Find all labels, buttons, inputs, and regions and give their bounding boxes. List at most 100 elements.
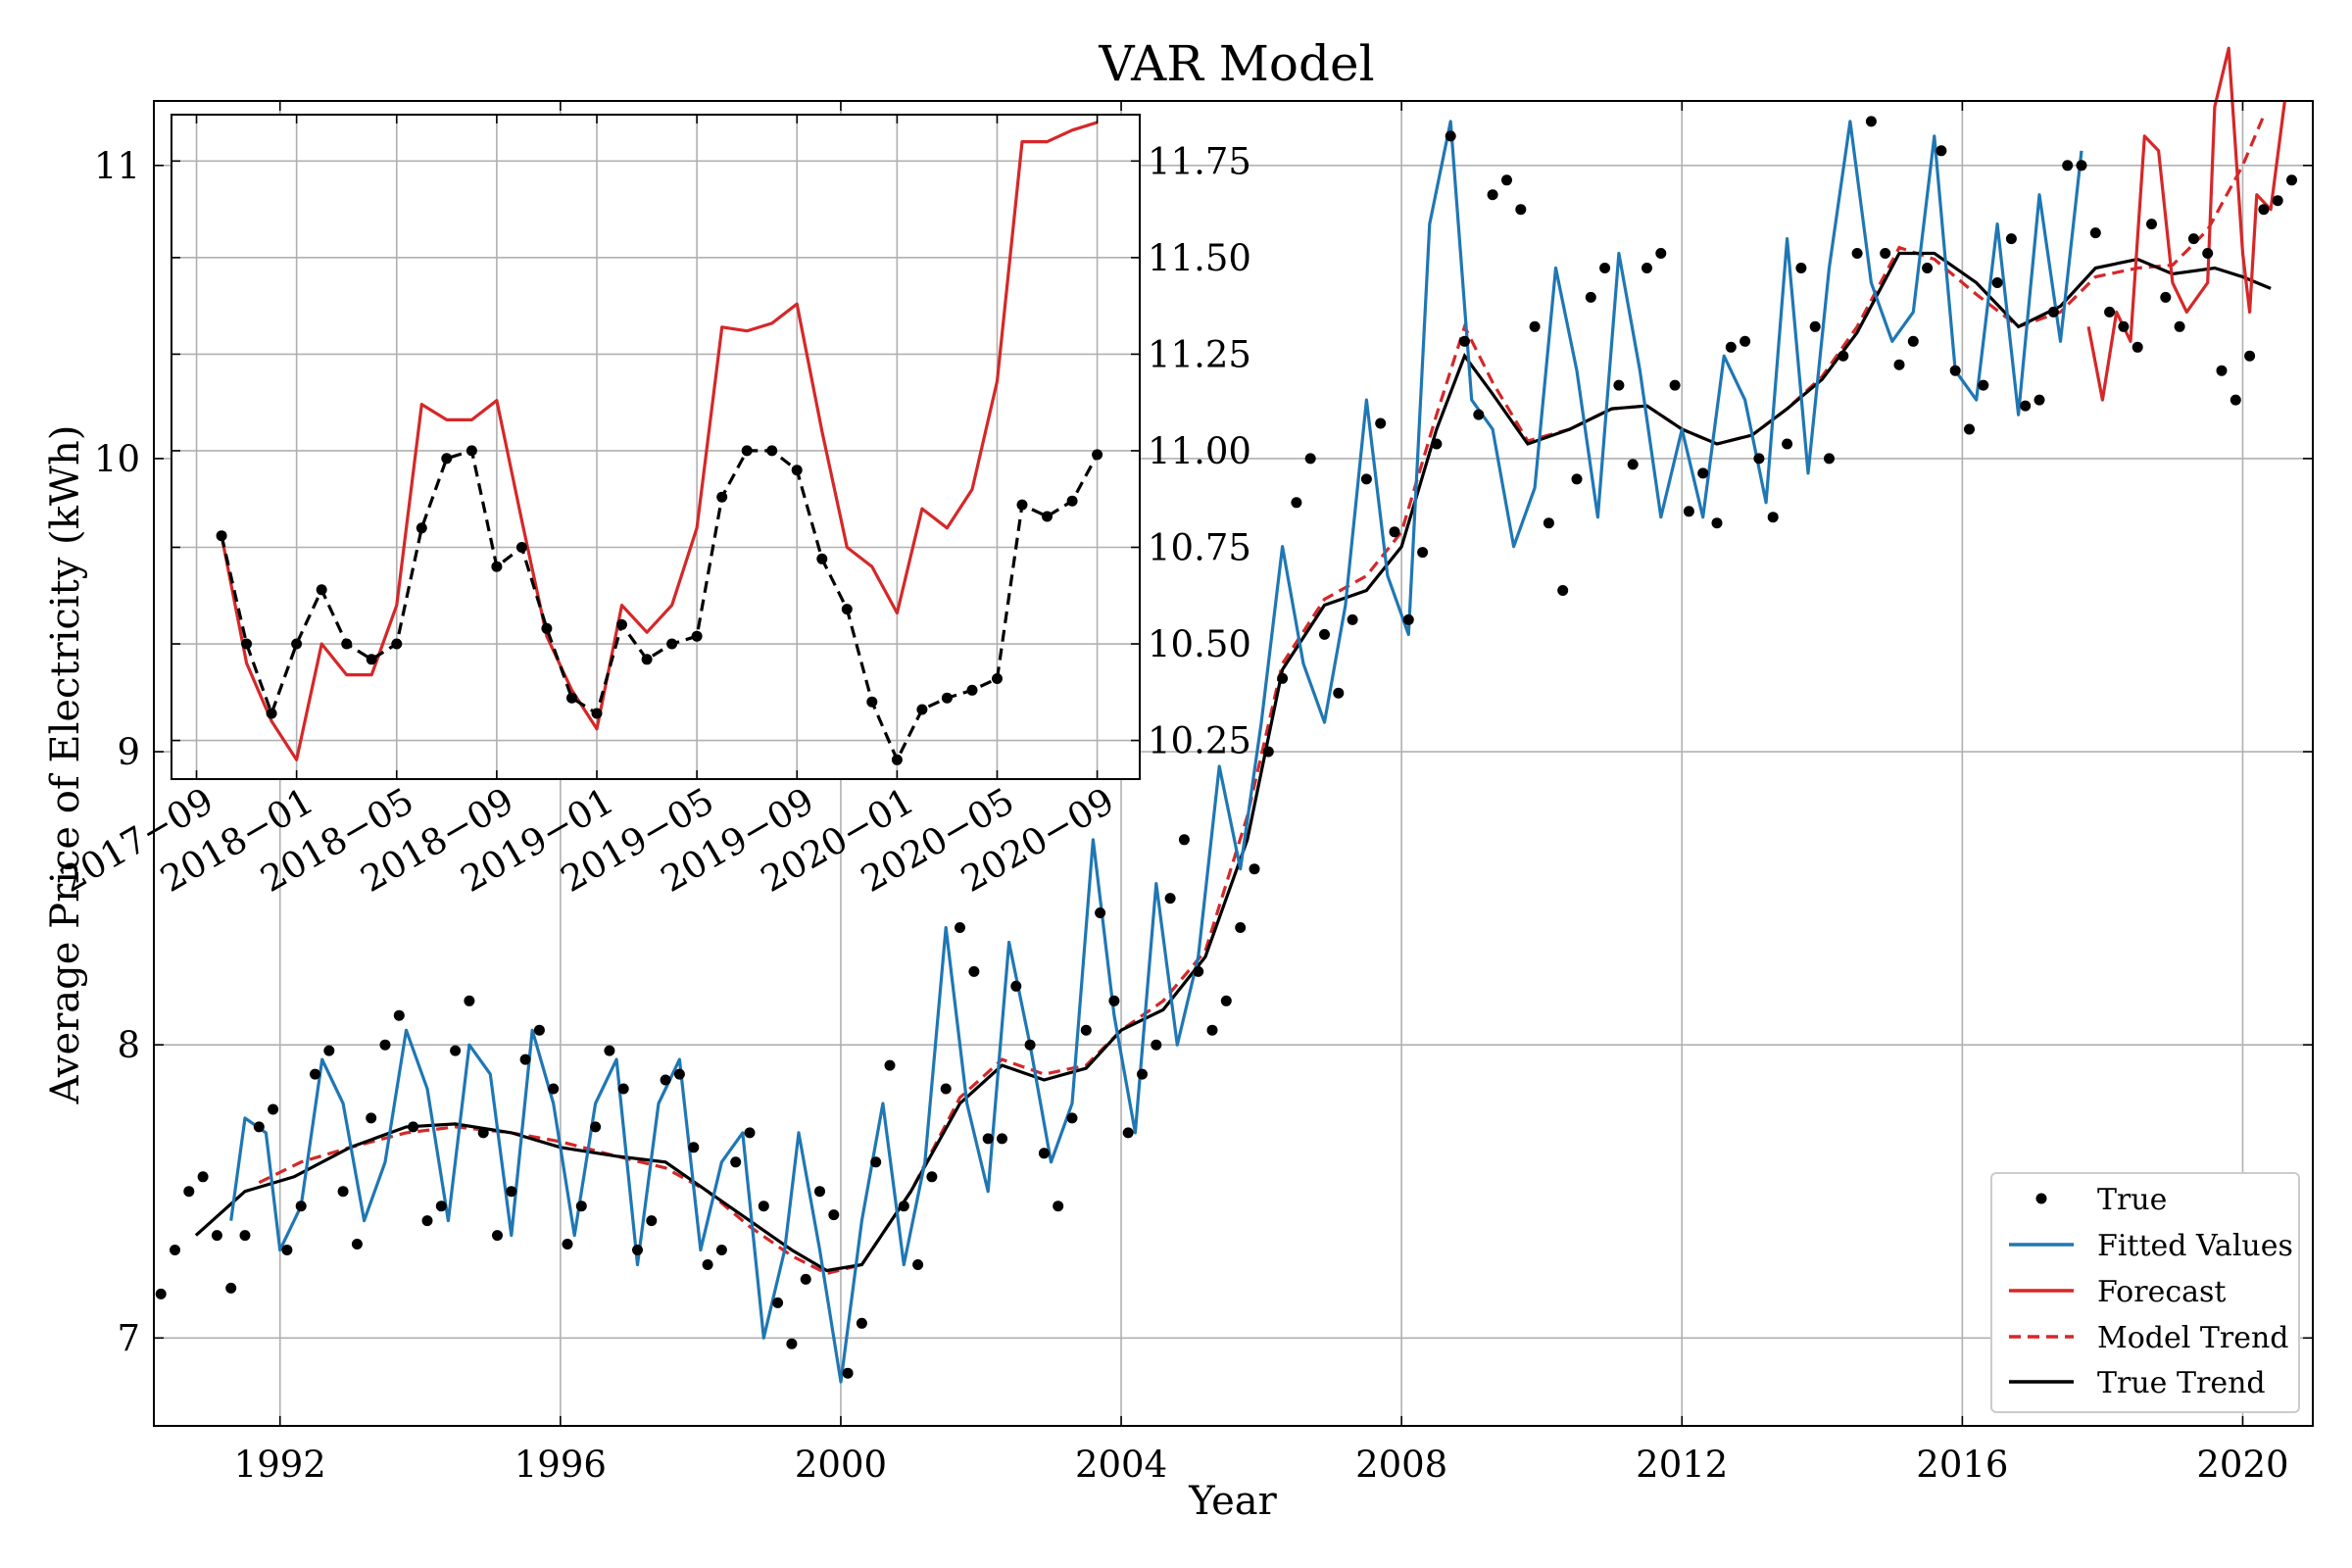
true-point xyxy=(548,1083,560,1095)
inset-y-tick-label: 11.50 xyxy=(1148,237,1251,279)
main-x-tick-label: 1996 xyxy=(514,1444,607,1486)
inset-true-point xyxy=(766,445,778,457)
true-point xyxy=(1725,341,1737,353)
true-point xyxy=(912,1259,924,1270)
true-point xyxy=(2076,160,2087,172)
true-point xyxy=(1501,174,1512,186)
true-point xyxy=(2258,204,2270,216)
true-point xyxy=(1585,291,1596,303)
true-point xyxy=(2146,219,2157,230)
true-point xyxy=(2174,320,2185,332)
true-point xyxy=(2020,400,2032,412)
true-point xyxy=(562,1239,573,1250)
true-point xyxy=(1753,453,1765,465)
y-axis-label: Average Price of Electricity (kWh) xyxy=(43,425,88,1105)
main-x-tick-label: 2000 xyxy=(795,1444,887,1486)
inset-true-point xyxy=(515,542,527,553)
legend-label-fitted: Fitted Values xyxy=(2097,1229,2293,1263)
inset-true-point xyxy=(992,673,1003,684)
true-point xyxy=(1949,365,1961,376)
true-point xyxy=(758,1200,769,1212)
main-y-tick-label: 10 xyxy=(94,438,140,480)
main-x-tick-label: 2012 xyxy=(1636,1444,1728,1486)
inset-true-point xyxy=(666,638,678,650)
inset-true-point xyxy=(916,704,928,715)
true-point xyxy=(1473,409,1485,420)
true-point xyxy=(1080,1024,1092,1036)
true-point xyxy=(1515,204,1527,216)
inset-true-point xyxy=(616,618,627,630)
true-point xyxy=(1375,417,1387,429)
true-point xyxy=(926,1171,938,1183)
legend-box xyxy=(1990,1172,2300,1413)
inset-true-point xyxy=(566,692,577,704)
true-point xyxy=(2034,394,2045,406)
true-point xyxy=(1389,526,1400,538)
true-point xyxy=(1304,453,1316,465)
true-point xyxy=(2202,248,2214,259)
true-point xyxy=(1291,497,1302,509)
inset-true-point xyxy=(1016,499,1028,511)
true-point xyxy=(464,995,475,1006)
true-point xyxy=(1333,687,1345,699)
main-x-tick-label: 1992 xyxy=(234,1444,326,1486)
true-point xyxy=(155,1288,167,1299)
true-point xyxy=(1613,379,1625,391)
true-point xyxy=(1557,585,1569,596)
inset-y-tick-label: 10.75 xyxy=(1148,526,1251,568)
inset-y-tick-label: 10.25 xyxy=(1148,720,1251,762)
true-point xyxy=(590,1121,602,1133)
true-point xyxy=(268,1103,279,1115)
model-trend-line xyxy=(258,115,2266,1276)
true-point xyxy=(170,1245,180,1255)
true-point xyxy=(1164,893,1176,905)
inset-true-point xyxy=(316,584,327,596)
true-point xyxy=(1445,130,1456,142)
true-point xyxy=(2089,227,2101,239)
inset-true-point xyxy=(716,491,728,503)
inset-y-tick-label: 10.50 xyxy=(1148,623,1251,665)
true-point xyxy=(366,1112,377,1124)
true-point xyxy=(1642,263,1652,273)
inset-forecast-series xyxy=(220,121,1099,761)
true-point xyxy=(1880,248,1891,259)
true-point xyxy=(997,1133,1007,1145)
true-point xyxy=(632,1245,643,1255)
true-point xyxy=(2062,160,2074,172)
inset-true-series xyxy=(216,445,1103,765)
true-point xyxy=(1795,263,1807,273)
true-point xyxy=(1978,379,1989,391)
true-point xyxy=(253,1121,265,1133)
true-point xyxy=(1571,473,1583,485)
true-point xyxy=(337,1186,349,1198)
true-point xyxy=(814,1186,825,1198)
true-point xyxy=(1206,1024,1218,1036)
true-point xyxy=(688,1142,700,1153)
true-point xyxy=(1417,547,1429,559)
true-point xyxy=(435,1200,447,1212)
main-x-tick-label: 2004 xyxy=(1075,1444,1167,1486)
true-points-series xyxy=(155,116,2297,1379)
true-point xyxy=(1108,995,1120,1006)
inset-true-point xyxy=(266,708,277,719)
true-point xyxy=(1431,438,1443,450)
true-point xyxy=(1151,1039,1162,1051)
true-point xyxy=(660,1074,671,1086)
true-point xyxy=(898,1200,909,1212)
true-point xyxy=(1193,965,1204,977)
inset-true-point xyxy=(416,522,427,534)
inset-grid xyxy=(172,115,1140,779)
true-point xyxy=(1487,189,1498,201)
legend-label-true: True xyxy=(2097,1183,2167,1217)
true-point xyxy=(1347,613,1358,625)
true-point xyxy=(492,1230,503,1242)
true-point xyxy=(1529,320,1541,332)
true-point xyxy=(2230,394,2241,406)
true-point xyxy=(1936,145,1947,157)
inset-true-point xyxy=(541,622,553,634)
true-point xyxy=(870,1156,882,1168)
true-point xyxy=(730,1156,742,1168)
true-point xyxy=(955,922,965,933)
inset-true-point xyxy=(816,553,828,564)
